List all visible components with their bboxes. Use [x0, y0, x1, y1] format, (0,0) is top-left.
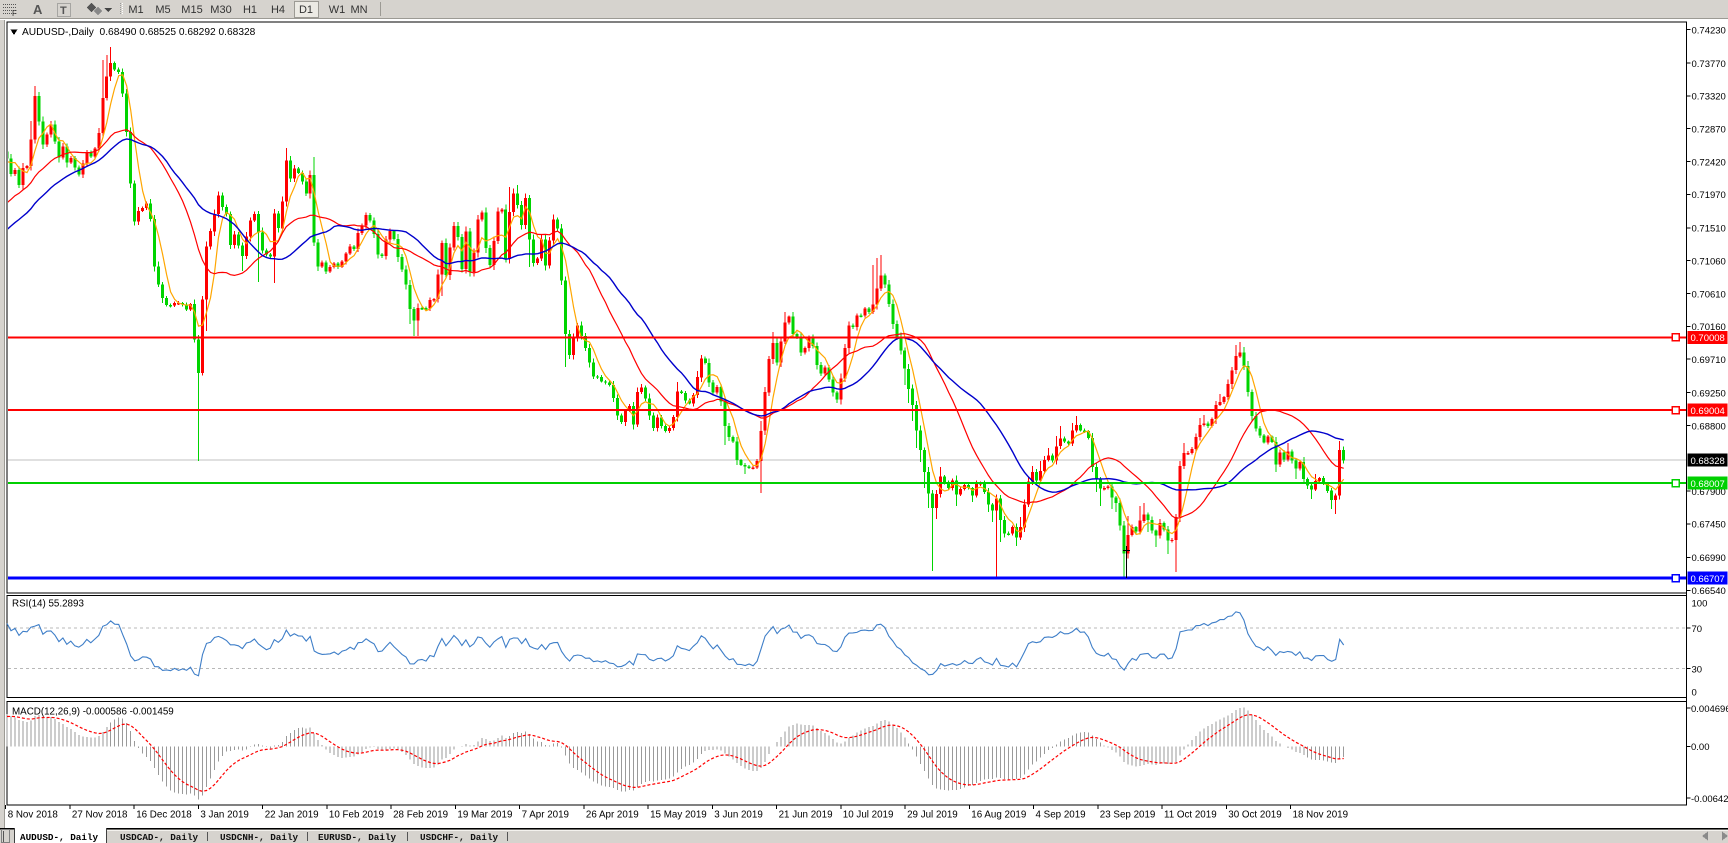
svg-text:30 Oct 2019: 30 Oct 2019	[1228, 810, 1281, 821]
svg-text:0.70008: 0.70008	[1691, 333, 1725, 344]
svg-text:M5: M5	[155, 4, 170, 16]
svg-text:USDCNH-, Daily: USDCNH-, Daily	[220, 832, 299, 843]
svg-text:-0.00642: -0.00642	[1691, 794, 1728, 805]
svg-text:0.68007: 0.68007	[1691, 479, 1725, 490]
svg-text:0.73770: 0.73770	[1692, 59, 1726, 70]
svg-text:0.68328: 0.68328	[1691, 456, 1725, 467]
svg-text:0.67900: 0.67900	[1692, 487, 1726, 498]
svg-text:0.74230: 0.74230	[1692, 25, 1726, 36]
svg-text:0.71060: 0.71060	[1692, 257, 1726, 268]
svg-text:AUDUSD-, Daily: AUDUSD-, Daily	[20, 832, 99, 843]
svg-text:0.68800: 0.68800	[1692, 421, 1726, 432]
svg-text:0.66707: 0.66707	[1691, 574, 1725, 585]
svg-text:D1: D1	[299, 4, 313, 16]
svg-text:0.70610: 0.70610	[1692, 289, 1726, 300]
svg-text:M15: M15	[181, 4, 202, 16]
svg-text:10 Jul 2019: 10 Jul 2019	[843, 810, 894, 821]
svg-text:0.66540: 0.66540	[1692, 586, 1726, 597]
svg-text:21 Jun 2019: 21 Jun 2019	[779, 810, 833, 821]
svg-text:0.67450: 0.67450	[1692, 520, 1726, 531]
svg-text:30: 30	[1692, 664, 1703, 675]
svg-text:0.69004: 0.69004	[1691, 406, 1725, 417]
svg-text:7 Apr 2019: 7 Apr 2019	[522, 810, 569, 821]
svg-text:USDCAD-, Daily: USDCAD-, Daily	[120, 832, 199, 843]
svg-text:0.71510: 0.71510	[1692, 224, 1726, 235]
svg-text:0.66990: 0.66990	[1692, 553, 1726, 564]
svg-text:EURUSD-, Daily: EURUSD-, Daily	[318, 832, 397, 843]
svg-text:3 Jun 2019: 3 Jun 2019	[714, 810, 762, 821]
svg-text:4 Sep 2019: 4 Sep 2019	[1036, 810, 1086, 821]
svg-text:H4: H4	[271, 4, 285, 16]
svg-text:MACD(12,26,9) -0.000586 -0.001: MACD(12,26,9) -0.000586 -0.001459	[12, 707, 174, 718]
svg-text:0.69710: 0.69710	[1692, 355, 1726, 366]
svg-text:15 May 2019: 15 May 2019	[650, 810, 707, 821]
svg-text:A: A	[33, 2, 43, 17]
svg-text:8 Nov 2018: 8 Nov 2018	[8, 810, 59, 821]
svg-text:USDCHF-, Daily: USDCHF-, Daily	[420, 832, 499, 843]
svg-text:0.69250: 0.69250	[1692, 388, 1726, 399]
svg-text:MN: MN	[350, 4, 367, 16]
svg-text:AUDUSD-,Daily 0.68490 0.68525: AUDUSD-,Daily 0.68490 0.68525 0.68292 0.…	[22, 27, 256, 38]
svg-text:0.70160: 0.70160	[1692, 322, 1726, 333]
svg-text:22 Jan 2019: 22 Jan 2019	[265, 810, 319, 821]
svg-text:70: 70	[1692, 624, 1703, 635]
svg-text:W1: W1	[329, 4, 346, 16]
svg-text:16 Aug 2019: 16 Aug 2019	[971, 810, 1026, 821]
svg-text:18 Nov 2019: 18 Nov 2019	[1293, 810, 1349, 821]
svg-text:23 Sep 2019: 23 Sep 2019	[1100, 810, 1156, 821]
svg-text:3 Jan 2019: 3 Jan 2019	[200, 810, 248, 821]
svg-text:T: T	[60, 5, 67, 17]
svg-text:19 Mar 2019: 19 Mar 2019	[457, 810, 512, 821]
svg-text:0.00: 0.00	[1691, 742, 1710, 753]
svg-text:26 Apr 2019: 26 Apr 2019	[586, 810, 639, 821]
svg-text:F: F	[12, 9, 17, 18]
svg-text:H1: H1	[243, 4, 257, 16]
svg-text:0.004696: 0.004696	[1691, 704, 1728, 715]
svg-text:M1: M1	[128, 4, 143, 16]
svg-text:RSI(14) 55.2893: RSI(14) 55.2893	[12, 599, 84, 610]
svg-text:11 Oct 2019: 11 Oct 2019	[1164, 810, 1217, 821]
svg-text:27 Nov 2018: 27 Nov 2018	[72, 810, 128, 821]
svg-text:0.71970: 0.71970	[1692, 190, 1726, 201]
svg-text:100: 100	[1692, 598, 1708, 609]
svg-text:16 Dec 2018: 16 Dec 2018	[136, 810, 192, 821]
svg-text:0.72870: 0.72870	[1692, 125, 1726, 136]
svg-text:10 Feb 2019: 10 Feb 2019	[329, 810, 384, 821]
svg-text:0.73320: 0.73320	[1692, 92, 1726, 103]
svg-text:28 Feb 2019: 28 Feb 2019	[393, 810, 448, 821]
svg-text:0: 0	[1692, 688, 1697, 699]
svg-text:0.72420: 0.72420	[1692, 157, 1726, 168]
svg-text:29 Jul 2019: 29 Jul 2019	[907, 810, 958, 821]
svg-text:M30: M30	[210, 4, 231, 16]
